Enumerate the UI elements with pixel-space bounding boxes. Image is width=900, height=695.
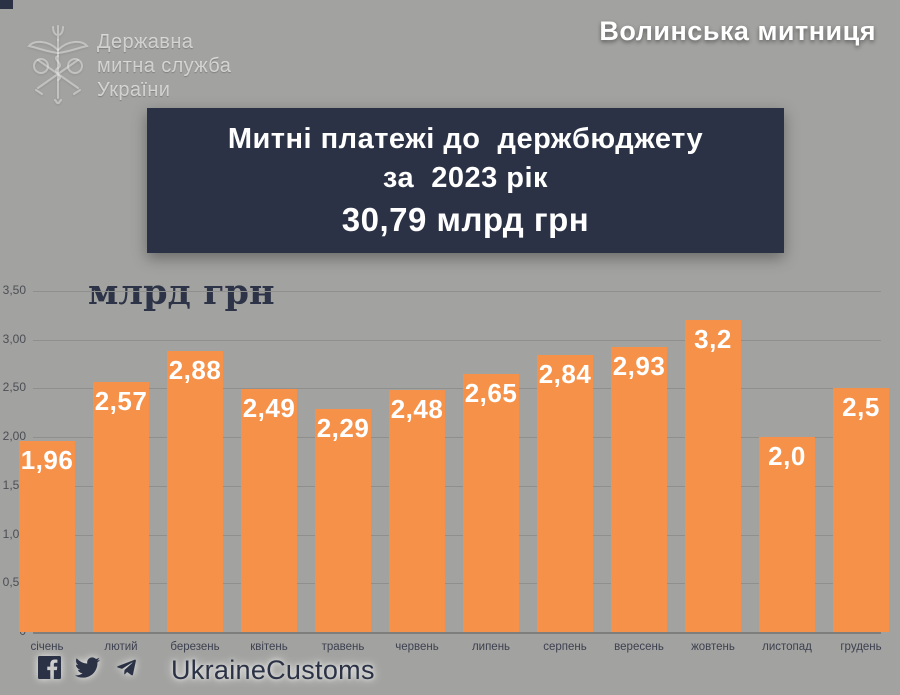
bar-липень: 2,65 [463,373,519,632]
x-axis-line [33,632,881,634]
x-tick-label-лютий: лютий [104,641,138,653]
x-tick-label-серпень: серпень [543,641,587,653]
footer-handle: UkraineCustoms [171,654,375,685]
x-tick-label-вересень: вересень [614,641,664,653]
y-tick-label: 2,50 [2,380,26,395]
customs-emblem-icon [26,24,90,106]
gridline [33,485,881,487]
bar-value-label: 3,2 [694,324,732,355]
bar-value-label: 2,57 [94,385,148,416]
corner-artifact [0,0,13,9]
gridline [33,291,881,292]
bar-січень: 1,96 [19,441,75,632]
bar-value-label: 2,5 [842,392,880,423]
title-line-2: за 2023 рік [382,161,549,194]
x-tick-label-червень: червень [395,641,439,653]
bar-chart: млрд грн 3,503,002,502,001,501,000,5001,… [0,270,900,665]
y-tick-label: 3,50 [2,283,26,297]
x-tick-label-квітень: квітень [250,641,288,653]
title-line-1: Митні платежі до держбюджету [227,122,704,155]
bar-червень: 2,48 [389,390,445,632]
logo-line-2: митна служба [97,55,232,77]
bar-value-label: 2,48 [390,394,444,425]
bar-листопад: 2,0 [759,437,815,632]
bar-серпень: 2,84 [537,355,593,632]
region-title: Волинська митниця [599,16,876,46]
bar-value-label: 2,29 [316,412,370,443]
twitter-icon [75,655,101,685]
x-tick-label-листопад: листопад [762,641,812,653]
bar-лютий: 2,57 [93,381,149,632]
x-tick-label-березень: березень [170,641,220,653]
bar-березень: 2,88 [167,351,223,632]
bar-value-label: 2,88 [168,355,222,386]
gridline [33,339,881,341]
footer: UkraineCustoms [38,652,375,688]
logo-text: Державна митна служба України [97,30,231,102]
y-axis-unit-label: млрд грн [88,272,275,313]
x-tick-label-травень: травень [321,641,365,653]
bar-value-label: 2,49 [242,393,296,424]
bar-value-label: 1,96 [20,445,74,476]
x-tick-label-грудень: грудень [840,641,882,653]
logo-line-1: Державна [97,31,194,53]
y-tick-label: 3,00 [2,331,26,346]
facebook-icon [38,656,62,684]
gridline [33,388,881,390]
bar-вересень: 2,93 [611,346,667,632]
y-tick-label: 2,00 [2,429,26,444]
gridline [33,583,881,585]
logo-line-3: України [97,79,171,101]
bar-травень: 2,29 [315,408,371,632]
bar-value-label: 2,65 [464,377,518,408]
bar-грудень: 2,5 [833,388,889,632]
bar-value-label: 2,93 [612,350,666,381]
bar-квітень: 2,49 [241,389,297,632]
x-tick-label-жовтень: жовтень [691,641,735,653]
title-card: Митні платежі до держбюджету за 2023 рік… [147,108,784,253]
x-tick-label-січень: січень [30,641,64,653]
telegram-icon [114,655,139,685]
gridline [33,534,881,536]
bar-value-label: 2,0 [768,441,806,472]
bar-жовтень: 3,2 [685,320,741,632]
title-amount: 30,79 млрд грн [341,200,590,238]
bar-value-label: 2,84 [538,359,592,390]
gridline [33,437,881,439]
x-tick-label-липень: липень [471,641,511,653]
